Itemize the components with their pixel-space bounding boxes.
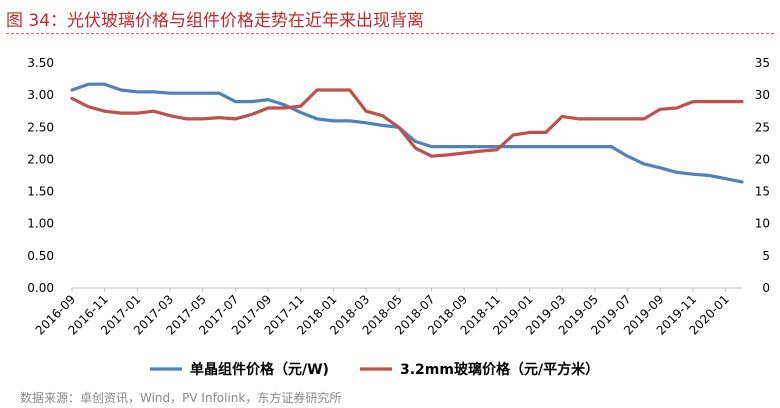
figure-title: 图 34：光伏玻璃价格与组件价格走势在近年来出现背离 [6,11,425,31]
title-divider [6,33,774,34]
y-right-tick-label: 25 [755,120,770,134]
y-left-tick-label: 3.50 [27,56,54,70]
y-right-tick-label: 15 [755,185,770,199]
legend-label-2: 3.2mm玻璃价格（元/平方米） [400,361,599,378]
source-note: 数据来源：卓创资讯，Wind，PV Infolink，东方证券研究所 [20,391,342,405]
y-right-tick-label: 10 [755,217,770,231]
y-right-tick-label: 0 [762,281,770,295]
chart-legend: 单晶组件价格（元/W) 3.2mm玻璃价格（元/平方米） [150,361,599,378]
y-right-tick-label: 30 [755,88,770,102]
y-left-tick-label: 0.00 [27,281,54,295]
y-right-tick-label: 35 [755,56,770,70]
legend-label-1: 单晶组件价格（元/W) [190,361,329,378]
y-right-tick-label: 20 [755,152,770,166]
series-line-1 [70,82,744,184]
y-left-tick-label: 2.50 [27,120,54,134]
y-left-tick-label: 3.00 [27,88,54,102]
chart-axes: 0.00 0.50 1.00 1.50 2.00 2.50 3.00 3.50 0 5 10 15 20… [27,56,770,338]
y-left-tick-label: 1.00 [27,217,54,231]
y-left-tick-label: 0.50 [27,249,54,263]
y-left-tick-label: 2.00 [27,152,54,166]
y-right-tick-label: 5 [762,249,770,263]
series-line-2 [70,88,744,158]
chart-series [70,82,744,184]
y-left-tick-label: 1.50 [27,185,54,199]
